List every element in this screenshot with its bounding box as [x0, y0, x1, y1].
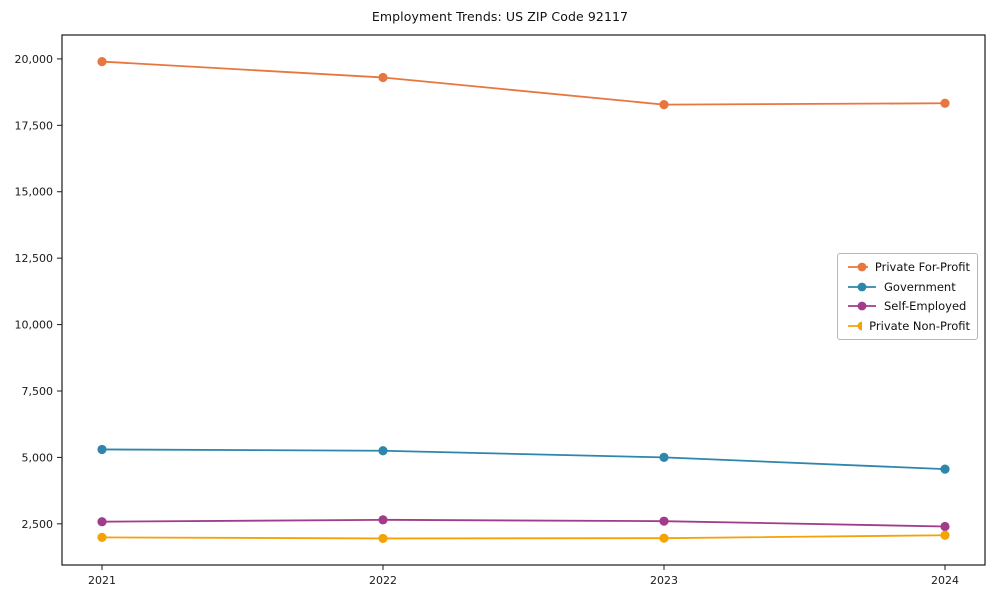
data-point	[659, 533, 669, 543]
x-tick-label: 2024	[931, 574, 959, 587]
legend-item: Government	[847, 278, 970, 296]
legend-item: Private Non-Profit	[847, 317, 970, 335]
data-point	[940, 98, 950, 108]
series-line	[101, 60, 946, 106]
legend-dot	[857, 321, 863, 330]
legend-item-label: Private For-Profit	[874, 260, 970, 275]
legend-item: Private For-Profit	[847, 258, 970, 276]
data-point	[378, 72, 388, 83]
data-point	[940, 464, 950, 474]
data-point	[659, 100, 669, 110]
x-tick-label: 2023	[650, 574, 678, 587]
data-point	[97, 56, 107, 67]
legend-dot	[857, 262, 867, 272]
y-tick-label: 12,500	[15, 252, 54, 265]
y-tick-label: 7,500	[22, 385, 54, 398]
legend-line-marker-icon	[848, 301, 876, 311]
plot-border	[61, 34, 986, 566]
data-point	[940, 530, 950, 540]
legend-item-label: Private Non-Profit	[869, 318, 970, 333]
series-line	[101, 448, 946, 470]
data-point	[659, 452, 669, 463]
legend-line-marker-icon	[848, 321, 863, 330]
data-point	[97, 444, 107, 455]
data-point	[378, 515, 388, 525]
series-line	[101, 518, 946, 528]
data-point	[97, 532, 107, 542]
y-tick-label: 17,500	[15, 119, 54, 132]
data-point	[378, 533, 388, 544]
legend-dot	[857, 282, 867, 292]
legend-line-marker-icon	[848, 282, 876, 292]
chart-title: Employment Trends: US ZIP Code 92117	[371, 9, 629, 24]
legend-item-label: Government	[884, 279, 956, 294]
series-line	[101, 534, 946, 540]
data-point	[378, 446, 388, 456]
x-tick-label: 2022	[369, 574, 397, 587]
y-tick-label: 2,500	[22, 518, 54, 531]
legend-dot	[857, 301, 867, 311]
y-tick-label: 20,000	[15, 53, 54, 66]
legend: Private For-Profit Government Self-Employe…	[837, 253, 978, 340]
data-point	[97, 517, 107, 527]
legend-item-label: Self-Employed	[884, 299, 967, 314]
legend-line-marker-icon	[848, 262, 868, 272]
data-point	[659, 516, 669, 526]
y-tick-label: 15,000	[15, 186, 54, 199]
x-tick-label: 2021	[88, 574, 116, 587]
y-tick-label: 10,000	[15, 319, 54, 332]
y-tick-label: 5,000	[22, 451, 54, 464]
legend-item: Self-Employed	[847, 297, 970, 315]
data-point	[940, 521, 950, 532]
